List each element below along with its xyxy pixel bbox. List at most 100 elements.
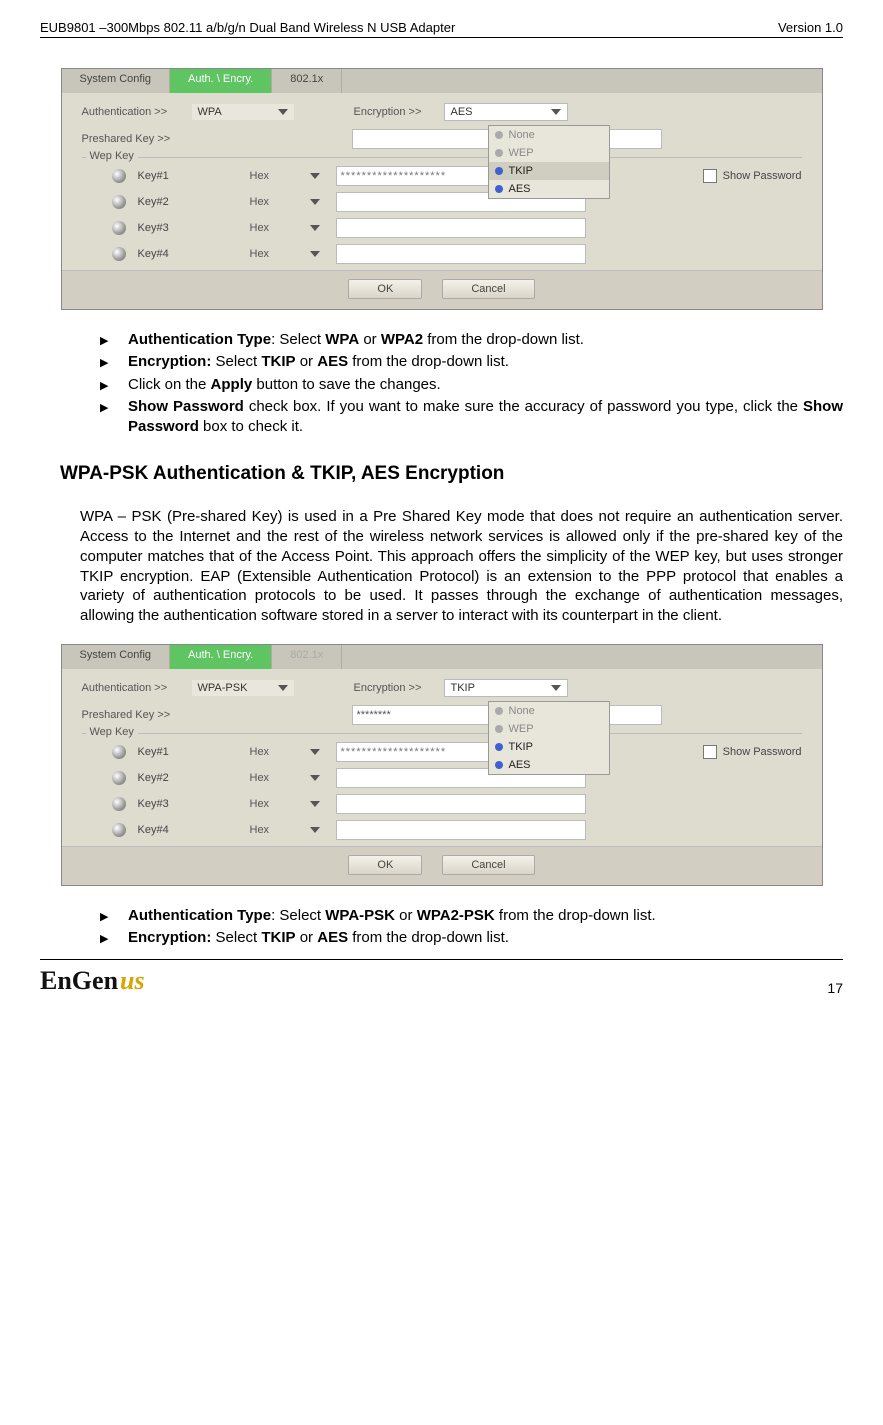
wep-key-row: Key#1 Hex Show Password <box>112 742 802 762</box>
wep-key-row: Key#4 Hex <box>112 820 802 840</box>
hex-dropdown[interactable]: Hex <box>246 771 324 785</box>
chevron-down-icon <box>310 801 320 807</box>
radio-icon <box>495 149 503 157</box>
radio-icon[interactable] <box>112 195 126 209</box>
page-number: 17 <box>827 980 843 996</box>
ok-button[interactable]: OK <box>348 279 422 299</box>
bullet-list-2: Authentication Type: Select WPA-PSK or W… <box>100 906 843 949</box>
ok-button[interactable]: OK <box>348 855 422 875</box>
radio-icon <box>495 725 503 733</box>
arrow-icon <box>100 352 128 372</box>
checkbox-icon <box>703 745 717 759</box>
chevron-down-icon <box>551 685 561 691</box>
enc-label: Encryption >> <box>354 106 444 118</box>
wep-key-row: Key#3 Hex <box>112 218 802 238</box>
checkbox-icon <box>703 169 717 183</box>
enc-dropdown-menu: None WEP TKIP AES <box>488 125 610 199</box>
radio-icon[interactable] <box>112 247 126 261</box>
radio-icon[interactable] <box>112 169 126 183</box>
wep-key-input[interactable] <box>336 218 586 238</box>
section-heading: WPA-PSK Authentication & TKIP, AES Encry… <box>60 463 843 485</box>
tab-system-config[interactable]: System Config <box>62 645 171 669</box>
section-paragraph: WPA – PSK (Pre-shared Key) is used in a … <box>80 507 843 626</box>
tab-bar: System Config Auth. \ Encry. 802.1x <box>62 645 822 669</box>
dropdown-item[interactable]: TKIP <box>489 738 609 756</box>
radio-icon <box>495 185 503 193</box>
radio-icon[interactable] <box>112 771 126 785</box>
radio-icon <box>495 707 503 715</box>
header-right: Version 1.0 <box>778 20 843 35</box>
enc-dropdown[interactable]: TKIP <box>444 679 568 697</box>
radio-icon[interactable] <box>112 221 126 235</box>
arrow-icon <box>100 906 128 926</box>
enc-label: Encryption >> <box>354 682 444 694</box>
arrow-icon <box>100 375 128 395</box>
chevron-down-icon <box>278 685 288 691</box>
wep-key-row: Key#2 Hex <box>112 192 802 212</box>
hex-dropdown[interactable]: Hex <box>246 195 324 209</box>
dropdown-item[interactable]: None <box>489 702 609 720</box>
dropdown-item[interactable]: WEP <box>489 144 609 162</box>
wep-key-row: Key#4 Hex <box>112 244 802 264</box>
radio-icon[interactable] <box>112 745 126 759</box>
page-header: EUB9801 –300Mbps 802.11 a/b/g/n Dual Ban… <box>40 20 843 38</box>
radio-icon <box>495 761 503 769</box>
arrow-icon <box>100 330 128 350</box>
chevron-down-icon <box>310 827 320 833</box>
header-left: EUB9801 –300Mbps 802.11 a/b/g/n Dual Ban… <box>40 20 455 35</box>
tab-auth-encry[interactable]: Auth. \ Encry. <box>170 69 272 93</box>
hex-dropdown[interactable]: Hex <box>246 797 324 811</box>
show-password-checkbox[interactable]: Show Password <box>703 169 802 183</box>
radio-icon <box>495 131 503 139</box>
chevron-down-icon <box>310 173 320 179</box>
wep-fieldset: Wep Key <box>82 157 802 158</box>
chevron-down-icon <box>310 775 320 781</box>
wep-key-input[interactable] <box>336 794 586 814</box>
hex-dropdown[interactable]: Hex <box>246 169 324 183</box>
tab-bar: System Config Auth. \ Encry. 802.1x <box>62 69 822 93</box>
engenius-logo: EnGenus <box>40 966 145 996</box>
chevron-down-icon <box>310 199 320 205</box>
dropdown-item[interactable]: WEP <box>489 720 609 738</box>
radio-icon[interactable] <box>112 797 126 811</box>
enc-dropdown-menu: None WEP TKIP AES <box>488 701 610 775</box>
chevron-down-icon <box>278 109 288 115</box>
dropdown-item[interactable]: AES <box>489 756 609 774</box>
radio-icon <box>495 167 503 175</box>
show-password-checkbox[interactable]: Show Password <box>703 745 802 759</box>
cancel-button[interactable]: Cancel <box>442 279 534 299</box>
page-footer: EnGenus 17 <box>40 959 843 996</box>
wep-fieldset: Wep Key <box>82 733 802 734</box>
wep-key-input[interactable] <box>336 244 586 264</box>
auth-dropdown[interactable]: WPA-PSK <box>192 680 294 696</box>
chevron-down-icon <box>310 749 320 755</box>
enc-dropdown[interactable]: AES <box>444 103 568 121</box>
dropdown-item[interactable]: TKIP <box>489 162 609 180</box>
auth-label: Authentication >> <box>82 682 192 694</box>
cancel-button[interactable]: Cancel <box>442 855 534 875</box>
bullet-list-1: Authentication Type: Select WPA or WPA2 … <box>100 330 843 437</box>
tab-8021x[interactable]: 802.1x <box>272 69 342 93</box>
dropdown-item[interactable]: AES <box>489 180 609 198</box>
hex-dropdown[interactable]: Hex <box>246 745 324 759</box>
wep-key-input[interactable] <box>336 820 586 840</box>
wep-key-row: Key#3 Hex <box>112 794 802 814</box>
arrow-icon <box>100 397 128 438</box>
hex-dropdown[interactable]: Hex <box>246 247 324 261</box>
hex-dropdown[interactable]: Hex <box>246 221 324 235</box>
auth-dropdown[interactable]: WPA <box>192 104 294 120</box>
psk-label: Preshared Key >> <box>82 133 192 145</box>
config-screenshot-wpa: System Config Auth. \ Encry. 802.1x Auth… <box>61 68 823 310</box>
hex-dropdown[interactable]: Hex <box>246 823 324 837</box>
radio-icon <box>495 743 503 751</box>
dropdown-item[interactable]: None <box>489 126 609 144</box>
tab-auth-encry[interactable]: Auth. \ Encry. <box>170 645 272 669</box>
psk-label: Preshared Key >> <box>82 709 192 721</box>
chevron-down-icon <box>310 251 320 257</box>
tab-8021x: 802.1x <box>272 645 342 669</box>
wep-key-row: Key#2 Hex <box>112 768 802 788</box>
tab-system-config[interactable]: System Config <box>62 69 171 93</box>
chevron-down-icon <box>310 225 320 231</box>
wep-key-row: Key#1 Hex Show Password <box>112 166 802 186</box>
radio-icon[interactable] <box>112 823 126 837</box>
